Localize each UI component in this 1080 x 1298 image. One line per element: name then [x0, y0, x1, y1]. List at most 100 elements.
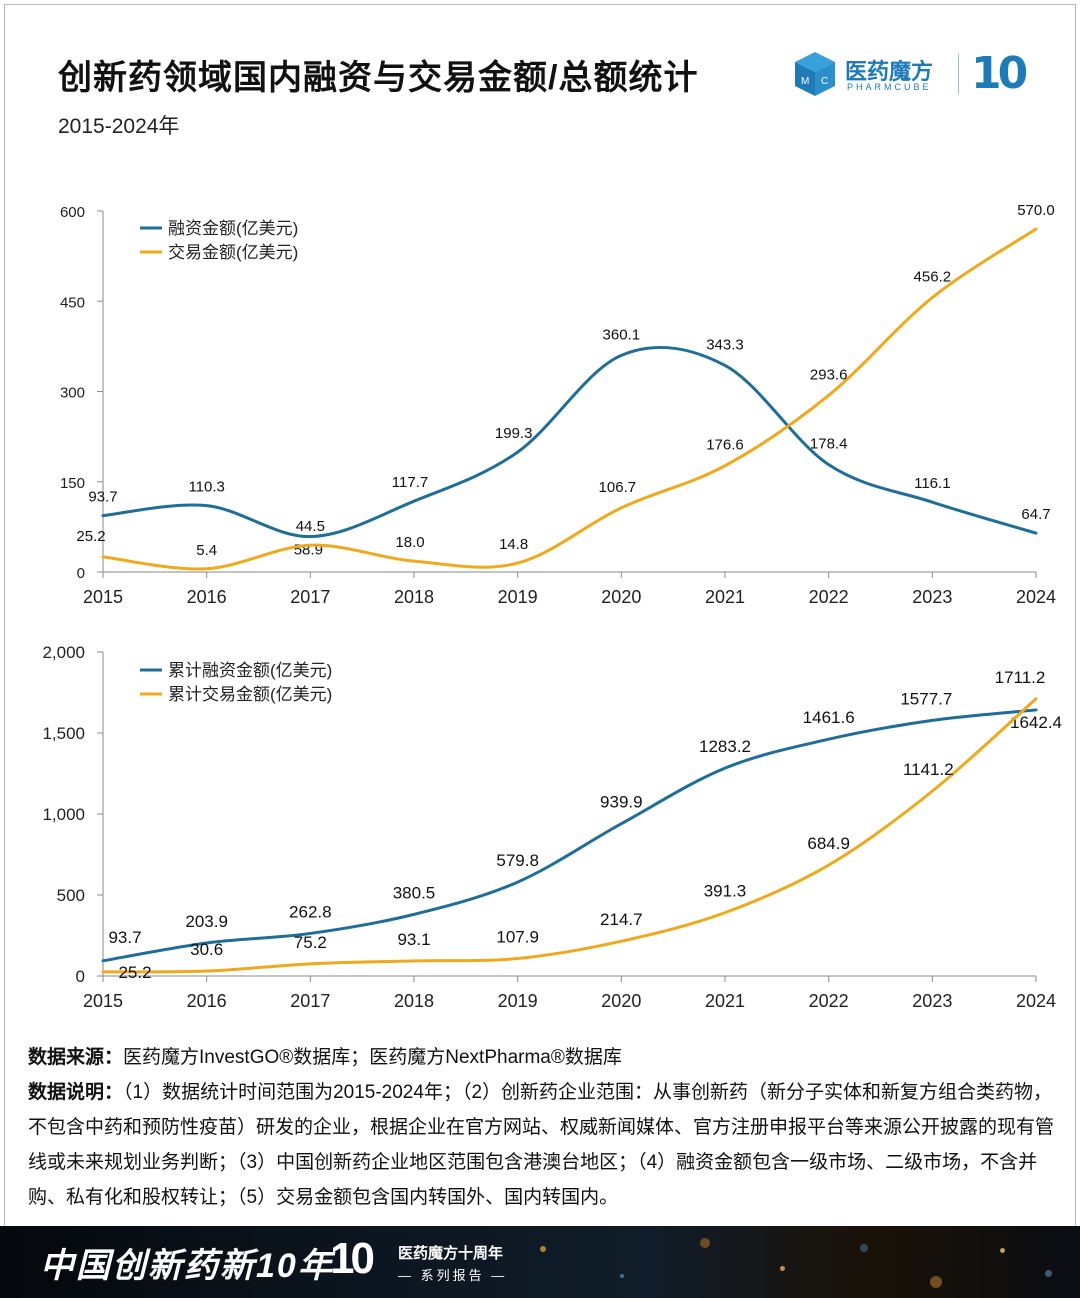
y-tick-label: 600: [60, 204, 85, 221]
banner-anniversary-mark: 10: [330, 1234, 375, 1283]
data-label: 107.9: [496, 928, 539, 947]
anniversary-mark: 10: [971, 48, 1028, 99]
data-label: 110.3: [188, 479, 224, 496]
x-tick-label: 2023: [912, 587, 952, 607]
data-label: 25.2: [76, 528, 105, 545]
x-tick-label: 2021: [705, 991, 745, 1011]
data-label: 93.7: [108, 928, 141, 947]
data-label: 570.0: [1017, 202, 1055, 219]
x-tick-label: 2024: [1016, 587, 1056, 607]
x-tick-label: 2015: [83, 587, 123, 607]
data-label: 199.3: [495, 425, 533, 442]
y-tick-label: 300: [60, 385, 85, 402]
data-label: 176.6: [706, 437, 744, 454]
pharmcube-logo: M C 医药魔方 PHARMCUBE 10: [793, 48, 1043, 100]
data-label: 939.9: [600, 793, 643, 812]
legend-label: 交易金额(亿美元): [168, 243, 298, 262]
y-tick-label: 450: [60, 294, 85, 311]
x-tick-label: 2016: [187, 991, 227, 1011]
cube-letter-c: C: [821, 76, 828, 87]
cube-icon: M C: [795, 52, 835, 96]
logo-name-cn: 医药魔方: [845, 59, 934, 84]
data-source-line: 数据来源：医药魔方InvestGO®数据库；医药魔方NextPharma®数据库: [28, 1040, 1058, 1075]
series-line-deal: [101, 227, 1038, 571]
data-label: 579.8: [496, 851, 539, 870]
data-label: 262.8: [289, 902, 332, 921]
page-title: 创新药领域国内融资与交易金额/总额统计: [58, 59, 699, 97]
y-tick-label: 150: [60, 475, 85, 492]
data-label: 214.7: [600, 910, 643, 929]
data-label: 93.7: [88, 489, 117, 506]
x-tick-label: 2020: [601, 991, 641, 1011]
data-label: 178.4: [810, 436, 848, 453]
logo-divider: [958, 54, 959, 94]
x-tick-label: 2023: [912, 991, 952, 1011]
cube-letter-m: M: [801, 76, 809, 87]
data-description-line: 数据说明：（1）数据统计时间范围为2015-2024年；（2）创新药企业范围：从…: [28, 1075, 1058, 1215]
y-tick-label: 0: [76, 967, 85, 986]
x-tick-label: 2022: [809, 991, 849, 1011]
page-subtitle: 2015-2024年: [58, 115, 180, 138]
x-tick-label: 2020: [601, 587, 641, 607]
data-description-text: （1）数据统计时间范围为2015-2024年；（2）创新药企业范围：从事创新药（…: [28, 1082, 1055, 1208]
data-label: 1461.6: [803, 708, 855, 727]
legend-label: 累计交易金额(亿美元): [168, 685, 332, 704]
data-label: 203.9: [185, 912, 228, 931]
data-label: 456.2: [914, 269, 952, 286]
series-line-financing: [101, 708, 1038, 963]
data-label: 380.5: [393, 883, 436, 902]
x-tick-label: 2021: [705, 587, 745, 607]
data-description-label: 数据说明：: [28, 1082, 124, 1103]
x-tick-label: 2019: [498, 991, 538, 1011]
cumulative-amount-chart: 0 500 1,000 1,500 2,000 2015 2016 2017 2018 2019 2…: [42, 643, 1062, 1011]
series-line-deal: [101, 697, 1038, 974]
logo-name-en: PHARMCUBE: [847, 82, 932, 92]
data-label: 75.2: [294, 933, 327, 952]
data-label: 1642.4: [1010, 713, 1062, 732]
data-label: 391.3: [704, 882, 747, 901]
series-line-financing: [101, 345, 1038, 539]
legend-label: 融资金额(亿美元): [168, 219, 298, 238]
data-label: 117.7: [392, 474, 428, 491]
y-tick-label: 500: [57, 886, 85, 905]
y-tick-label: 1,500: [42, 724, 85, 743]
legend-label: 累计融资金额(亿美元): [168, 661, 332, 680]
data-source-text: 医药魔方InvestGO®数据库；医药魔方NextPharma®数据库: [123, 1047, 622, 1068]
data-label: 5.4: [196, 542, 217, 559]
banner-subtitle: 医药魔方十周年: [398, 1245, 504, 1262]
data-label: 1577.7: [900, 689, 952, 708]
x-tick-label: 2024: [1016, 991, 1056, 1011]
x-tick-label: 2017: [290, 587, 330, 607]
series-banner: 中国创新药新10年 10 医药魔方十周年 — 系列报告 —: [0, 1226, 1080, 1298]
y-tick-label: 0: [77, 565, 85, 582]
banner-title: 中国创新药新10年: [40, 1247, 334, 1285]
y-tick-label: 2,000: [42, 643, 85, 662]
data-label: 343.3: [706, 336, 744, 353]
data-label: 293.6: [810, 366, 848, 383]
x-tick-label: 2018: [394, 991, 434, 1011]
x-tick-label: 2018: [394, 587, 434, 607]
data-label: 93.1: [397, 930, 430, 949]
x-tick-label: 2016: [187, 587, 227, 607]
data-label: 30.6: [190, 940, 223, 959]
data-label: 14.8: [499, 536, 528, 553]
data-label: 18.0: [395, 534, 424, 551]
data-label: 64.7: [1021, 506, 1050, 523]
data-source-label: 数据来源：: [28, 1047, 124, 1068]
data-label: 25.2: [118, 963, 151, 982]
data-label: 684.9: [807, 834, 850, 853]
data-label: 360.1: [603, 326, 641, 343]
notes-block: 数据来源：医药魔方InvestGO®数据库；医药魔方NextPharma®数据库…: [28, 1040, 1058, 1215]
data-label: 1141.2: [903, 760, 954, 779]
x-tick-label: 2017: [290, 991, 330, 1011]
x-tick-label: 2015: [83, 991, 123, 1011]
data-label: 1711.2: [995, 668, 1046, 687]
x-tick-label: 2022: [809, 587, 849, 607]
data-label: 44.5: [296, 518, 325, 535]
data-label: 116.1: [914, 475, 950, 492]
data-label: 1283.2: [699, 737, 751, 756]
y-tick-label: 1,000: [42, 805, 85, 824]
banner-series-label: — 系列报告 —: [398, 1268, 508, 1283]
x-tick-label: 2019: [498, 587, 538, 607]
annual-amount-chart: 0 150 300 450 600 2015 2016 2017 2018 2019 2020 202…: [60, 202, 1056, 607]
